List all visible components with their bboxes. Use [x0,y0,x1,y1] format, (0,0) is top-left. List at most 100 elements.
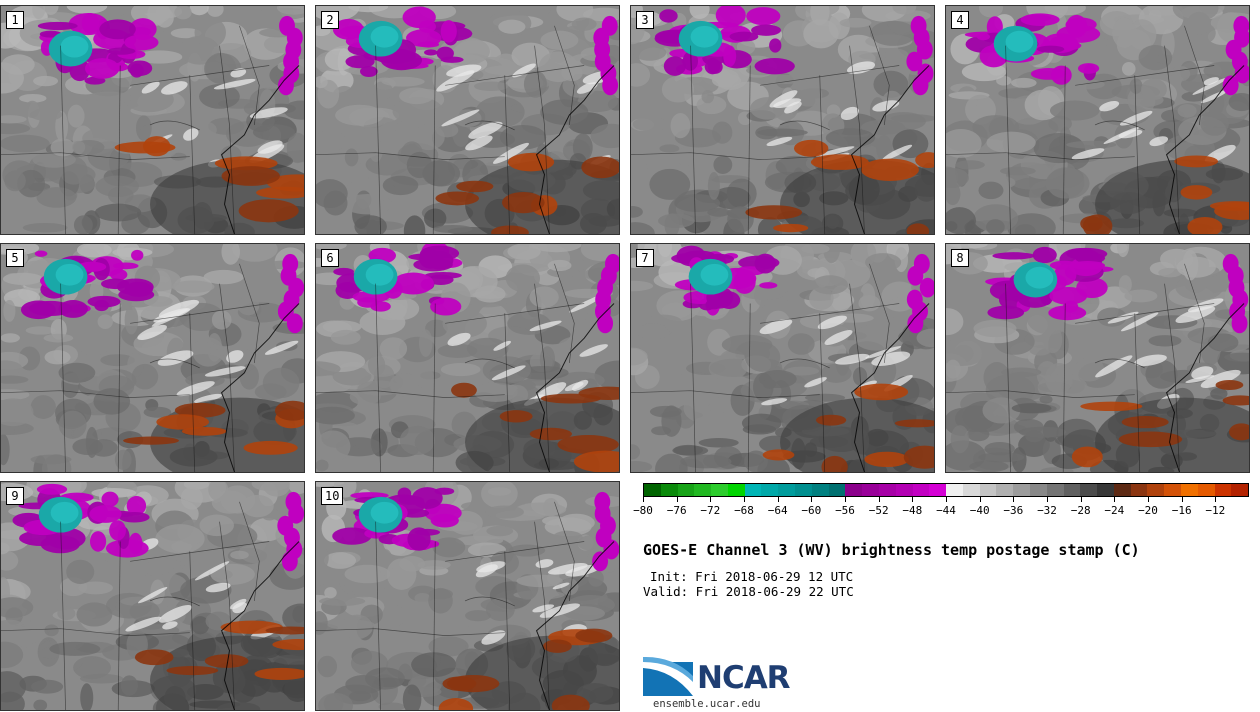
map-image [631,244,934,472]
colorbar-tick [979,497,981,502]
map-panel-1[interactable]: 1 [0,5,305,235]
colorbar-segment [1029,484,1047,496]
colorbar-tick [744,497,745,502]
colorbar-segment [711,484,728,496]
panel-number-label: 1 [6,11,24,29]
colorbar-segment [644,484,661,496]
colorbar-tick-label: −24 [1104,504,1125,517]
colorbar-tick [878,497,880,502]
colorbar-tick [1181,497,1183,502]
colorbar-segment [1147,484,1165,496]
colorbar-segment [727,484,745,496]
map-panel-3[interactable]: 3 [630,5,935,235]
colorbar-tick-label: −68 [734,504,754,517]
colorbar-tick [676,497,678,502]
colorbar-tick [811,497,813,502]
colorbar-segment [895,484,913,496]
colorbar-segment [1013,484,1030,496]
panel-number-label: 8 [951,249,969,267]
map-image [316,244,619,472]
colorbar-tick [912,497,914,502]
map-image [316,482,619,710]
colorbar-segment [1097,484,1114,496]
colorbar-segment [1080,484,1098,496]
colorbar-tick-label: −28 [1070,504,1091,517]
map-image [316,6,619,234]
map-image [946,6,1249,234]
colorbar-tick [946,497,947,502]
colorbar-segment [1181,484,1198,496]
colorbar-segment [996,484,1014,496]
colorbar-segment [1063,484,1081,496]
colorbar-segment [828,484,846,496]
colorbar-tick-label: −52 [868,504,889,517]
colorbar-tick-label: −20 [1138,504,1158,517]
panel-number-label: 3 [636,11,654,29]
colorbar-tick-label: −48 [902,504,923,517]
map-image [1,244,304,472]
colorbar-legend: −80 −76 −72 −68 −64 −60 −56 −52 −48 −44 −40 −36 −32−… [633,483,1249,523]
colorbar-tick-label: −32 [1037,504,1057,517]
colorbar-segment [1214,484,1232,496]
colorbar-tick-label: −60 [801,504,822,517]
map-panel-10[interactable]: 10 [315,481,620,711]
colorbar-segment [878,484,896,496]
colorbar-segment [1113,484,1131,496]
colorbar [643,483,1249,497]
colorbar-segment [677,484,695,496]
colorbar-segment [811,484,829,496]
map-image [1,482,304,710]
map-panel-2[interactable]: 2 [315,5,620,235]
colorbar-tick-label: −80 [633,504,653,517]
map-image [631,6,934,234]
ncar-logo-icon [643,656,693,696]
colorbar-tick [845,497,846,502]
colorbar-tick [1080,497,1082,502]
panel-number-label: 5 [6,249,24,267]
colorbar-tick [777,497,779,502]
colorbar-segment [1130,484,1148,496]
colorbar-segment [962,484,980,496]
map-image [946,244,1249,472]
panel-number-label: 7 [636,249,654,267]
colorbar-tick-label: −56 [835,504,855,517]
colorbar-tick-label: −16 [1171,504,1192,517]
colorbar-tick [1114,497,1116,502]
map-panel-6[interactable]: 6 [315,243,620,473]
colorbar-tick [710,497,712,502]
init-time: Init: Fri 2018-06-29 12 UTC [650,569,854,584]
colorbar-segment [660,484,678,496]
colorbar-tick [1047,497,1048,502]
colorbar-tick-label: −12 [1205,504,1226,517]
valid-time: Valid: Fri 2018-06-29 22 UTC [643,584,854,599]
map-panel-5[interactable]: 5 [0,243,305,473]
colorbar-segment [795,484,812,496]
colorbar-segment [862,484,879,496]
panel-number-label: 9 [6,487,24,505]
colorbar-segment [912,484,930,496]
map-panel-9[interactable]: 9 [0,481,305,711]
figure-title: GOES-E Channel 3 (WV) brightness temp po… [643,541,1140,559]
colorbar-segment [778,484,796,496]
map-image [1,6,304,234]
colorbar-segment [946,484,963,496]
colorbar-tick [1013,497,1015,502]
colorbar-tick-label: −44 [936,504,956,517]
colorbar-tick [1215,497,1217,502]
colorbar-tick-label: −64 [767,504,788,517]
map-panel-8[interactable]: 8 [945,243,1250,473]
colorbar-segment [744,484,762,496]
colorbar-tick-label: −76 [666,504,687,517]
colorbar-tick [643,497,644,502]
colorbar-segment [845,484,863,496]
ncar-url: ensemble.ucar.edu [653,698,761,710]
panel-number-label: 2 [321,11,339,29]
colorbar-segment [979,484,997,496]
colorbar-segment [1046,484,1064,496]
colorbar-tick-label: −40 [969,504,990,517]
colorbar-segment [929,484,947,496]
colorbar-tick [1148,497,1149,502]
map-panel-7[interactable]: 7 [630,243,935,473]
colorbar-segment [1164,484,1181,496]
map-panel-4[interactable]: 4 [945,5,1250,235]
